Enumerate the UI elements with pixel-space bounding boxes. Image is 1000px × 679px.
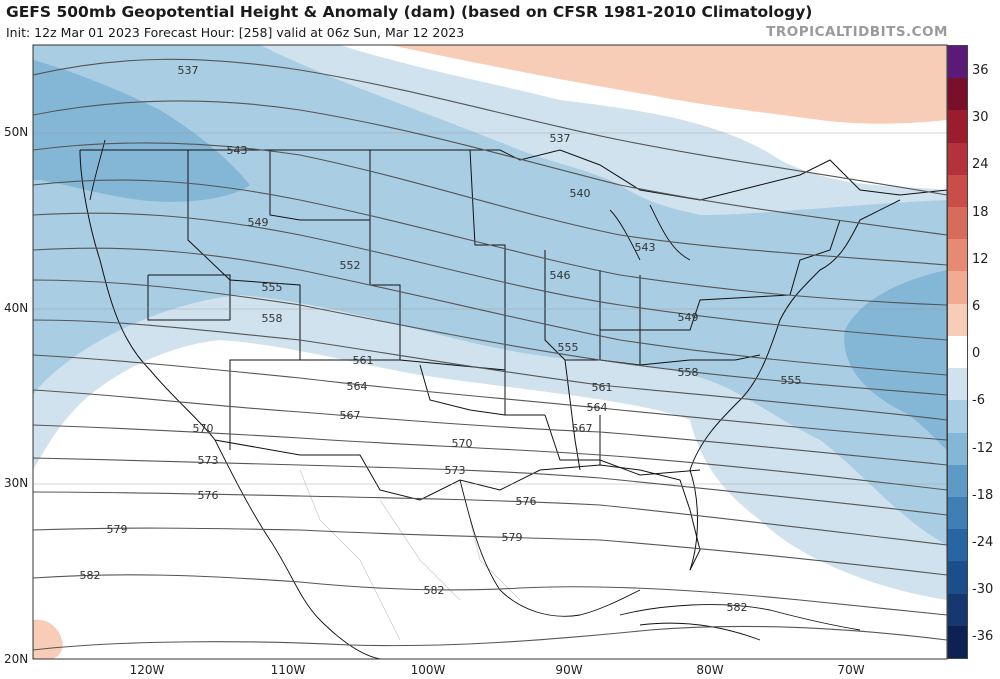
contour-label: 573 bbox=[198, 454, 219, 467]
coastlines bbox=[89, 139, 861, 659]
colorbar-segment bbox=[948, 207, 967, 240]
colorbar-tick-label: 36 bbox=[972, 63, 989, 78]
contour-label: 582 bbox=[727, 601, 748, 614]
contour-label: 546 bbox=[550, 269, 571, 282]
contour-labels: 537 537 540 543 543 546 549 549 552 555 555 555 558 5… bbox=[80, 64, 802, 614]
contour-label: 540 bbox=[570, 187, 591, 200]
colorbar-segment bbox=[948, 142, 967, 176]
contour-label: 576 bbox=[198, 489, 219, 502]
positive-anomaly-region bbox=[390, 45, 947, 124]
colorbar-segment bbox=[948, 174, 967, 208]
lat-label-50n: 50N bbox=[4, 125, 29, 139]
contour-label: 579 bbox=[107, 523, 128, 536]
contour-label: 549 bbox=[248, 216, 269, 229]
colorbar-tick-label: -24 bbox=[972, 535, 994, 550]
colorbar-segment bbox=[948, 529, 967, 562]
negative-anomaly-region-6 bbox=[33, 45, 947, 545]
lon-label-80w: 80W bbox=[696, 663, 724, 677]
colorbar-segment bbox=[948, 432, 967, 466]
lon-label-100w: 100W bbox=[410, 663, 446, 677]
colorbar-segment bbox=[948, 110, 967, 144]
contour-label: 552 bbox=[340, 259, 361, 272]
map-title: GEFS 500mb Geopotential Height & Anomaly… bbox=[6, 3, 813, 21]
colorbar-tick-label: 18 bbox=[972, 204, 989, 220]
contour-label: 579 bbox=[502, 531, 523, 544]
anomaly-colorbar bbox=[947, 45, 968, 659]
contour-label: 537 bbox=[178, 64, 199, 77]
colorbar-segment bbox=[948, 625, 967, 659]
lat-label-40n: 40N bbox=[4, 301, 29, 315]
colorbar-segment bbox=[948, 400, 967, 434]
contour-label: 567 bbox=[340, 409, 361, 422]
contour-label: 543 bbox=[227, 144, 248, 157]
contour-label: 561 bbox=[353, 354, 374, 367]
colorbar-segment bbox=[948, 239, 967, 272]
colorbar-tick-label: 6 bbox=[972, 299, 981, 314]
colorbar-tick-label: 0 bbox=[972, 346, 981, 362]
colorbar-segment bbox=[948, 46, 967, 79]
colorbar-segment bbox=[948, 335, 967, 369]
contour-label: 564 bbox=[587, 401, 608, 414]
colorbar-tick-label: -36 bbox=[972, 629, 994, 645]
colorbar-tick-label: -6 bbox=[972, 393, 985, 409]
contour-label: 543 bbox=[635, 241, 656, 254]
contour-label: 555 bbox=[558, 341, 579, 354]
mexico-boundaries bbox=[299, 469, 521, 641]
contour-label: 570 bbox=[193, 422, 214, 435]
lon-label-70w: 70W bbox=[837, 663, 865, 677]
graticule bbox=[33, 132, 947, 485]
colorbar-tick-label: -30 bbox=[972, 582, 994, 598]
brand-watermark: TROPICALTIDBITS.COM bbox=[766, 24, 948, 40]
negative-anomaly-region-12-east bbox=[844, 270, 947, 450]
colorbar-tick-label: 24 bbox=[972, 157, 989, 173]
colorbar-tick-label: 12 bbox=[972, 251, 989, 267]
contour-label: 549 bbox=[678, 311, 699, 324]
colorbar-segment bbox=[948, 496, 967, 530]
lon-label-120w: 120W bbox=[129, 663, 165, 677]
contour-label: 582 bbox=[424, 584, 445, 597]
colorbar-segment bbox=[948, 368, 967, 401]
contour-label: 555 bbox=[781, 374, 802, 387]
contour-label: 555 bbox=[262, 281, 283, 294]
contour-label: 567 bbox=[572, 422, 593, 435]
colorbar-segment bbox=[948, 593, 967, 627]
contour-label: 537 bbox=[550, 132, 571, 145]
colorbar-tick-label: -12 bbox=[972, 440, 994, 456]
colorbar-segment bbox=[948, 464, 967, 498]
contour-label: 573 bbox=[445, 464, 466, 477]
lon-label-110w: 110W bbox=[270, 663, 306, 677]
colorbar-tick-label: -18 bbox=[972, 487, 994, 503]
lon-label-90w: 90W bbox=[555, 663, 583, 677]
contour-label: 570 bbox=[452, 437, 473, 450]
contour-label: 582 bbox=[80, 569, 101, 582]
lat-label-20n: 20N bbox=[4, 652, 29, 666]
colorbar-tick-label: 30 bbox=[972, 110, 989, 126]
lat-label-30n: 30N bbox=[4, 476, 29, 490]
contour-label: 561 bbox=[592, 381, 613, 394]
colorbar-segment bbox=[948, 561, 967, 595]
map-subtitle: Init: 12z Mar 01 2023 Forecast Hour: [25… bbox=[6, 25, 465, 40]
colorbar-segment bbox=[948, 303, 967, 337]
height-contours bbox=[33, 58, 947, 651]
contour-label: 558 bbox=[678, 366, 699, 379]
contour-label: 564 bbox=[347, 380, 368, 393]
colorbar-segment bbox=[948, 78, 967, 111]
contour-label: 558 bbox=[262, 312, 283, 325]
negative-anomaly-region-12 bbox=[33, 60, 250, 202]
contour-label: 576 bbox=[516, 495, 537, 508]
colorbar-segment bbox=[948, 271, 967, 305]
